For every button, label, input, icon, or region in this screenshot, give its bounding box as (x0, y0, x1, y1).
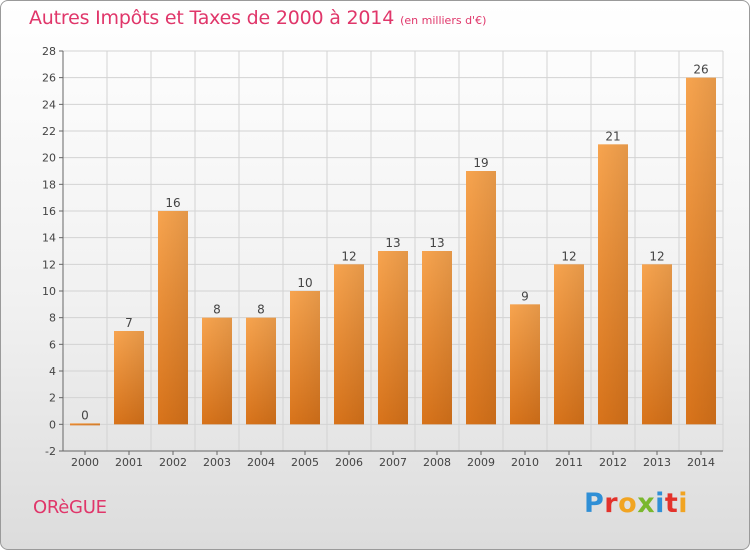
bar-shade (510, 304, 540, 425)
value-label: 10 (297, 276, 312, 290)
y-tick-label: 18 (42, 178, 56, 191)
bar-shade (642, 264, 672, 425)
label-layer: 2000 0 2001 7 2002 16 2003 8 2004 8 2005 10 2006 12 20… (71, 63, 715, 469)
value-label: 8 (213, 303, 221, 317)
value-label: 21 (605, 129, 620, 143)
y-tick-label: 26 (42, 72, 56, 85)
bar-shade (466, 171, 496, 425)
bar-shade (686, 77, 716, 425)
y-tick-label: 22 (42, 125, 56, 138)
y-tick-label: 14 (42, 232, 56, 245)
proxiti-logo[interactable]: Proxiti (584, 488, 688, 519)
y-tick-label: 2 (49, 392, 56, 405)
x-tick-label: 2005 (291, 456, 319, 469)
y-tick-label: 6 (49, 338, 56, 351)
value-label: 13 (385, 236, 400, 250)
y-tick-label: 24 (42, 98, 56, 111)
bar-shade (70, 423, 100, 426)
x-tick-label: 2011 (555, 456, 583, 469)
x-tick-label: 2000 (71, 456, 99, 469)
x-tick-label: 2004 (247, 456, 275, 469)
bar-shade (290, 291, 320, 425)
logo-letter: t (664, 488, 679, 519)
x-tick-label: 2006 (335, 456, 363, 469)
value-label: 12 (341, 249, 356, 263)
x-tick-label: 2003 (203, 456, 231, 469)
value-label: 26 (693, 63, 708, 77)
y-tick-label: 0 (49, 418, 56, 431)
logo-letter: x (637, 488, 656, 519)
bar-layer (70, 77, 716, 426)
value-label: 19 (473, 156, 488, 170)
x-tick-label: 2014 (687, 456, 715, 469)
logo-letter: r (604, 488, 619, 519)
y-tick-label: 20 (42, 152, 56, 165)
bar-shade (378, 251, 408, 425)
value-label: 7 (125, 316, 133, 330)
x-tick-label: 2008 (423, 456, 451, 469)
chart-title: Autres Impôts et Taxes de 2000 à 2014 (en… (29, 7, 486, 29)
y-tick-label: 4 (49, 365, 56, 378)
x-tick-label: 2009 (467, 456, 495, 469)
bar-shade (334, 264, 364, 425)
commune-name: ORèGUE (33, 497, 107, 518)
bar-shade (246, 317, 276, 425)
y-tick-label: -2 (45, 445, 56, 458)
x-tick-label: 2002 (159, 456, 187, 469)
x-tick-label: 2001 (115, 456, 143, 469)
bar-shade (202, 317, 232, 425)
logo-letter: i (655, 488, 665, 519)
logo-letter: o (618, 488, 638, 519)
x-tick-label: 2013 (643, 456, 671, 469)
chart-title-text: Autres Impôts et Taxes de 2000 à 2014 (29, 7, 395, 29)
x-tick-label: 2007 (379, 456, 407, 469)
y-tick-label: 16 (42, 205, 56, 218)
value-label: 12 (561, 249, 576, 263)
value-label: 13 (429, 236, 444, 250)
value-label: 12 (649, 249, 664, 263)
chart-subtitle: (en milliers d'€) (400, 14, 487, 27)
y-tick-label: 8 (49, 312, 56, 325)
x-tick-label: 2012 (599, 456, 627, 469)
logo-letter: P (584, 488, 605, 519)
logo-letter: i (678, 488, 689, 519)
bar-shade (554, 264, 584, 425)
value-label: 16 (165, 196, 180, 210)
bar-shade (114, 331, 144, 425)
value-label: 8 (257, 303, 265, 317)
y-tick-label: 12 (42, 258, 56, 271)
y-tick-label: 10 (42, 285, 56, 298)
bar-shade (422, 251, 452, 425)
bar-shade (598, 144, 628, 425)
x-tick-label: 2010 (511, 456, 539, 469)
y-tick-label: 28 (42, 45, 56, 58)
bar-shade (158, 211, 188, 425)
value-label: 9 (521, 289, 529, 303)
value-label: 0 (81, 408, 89, 422)
